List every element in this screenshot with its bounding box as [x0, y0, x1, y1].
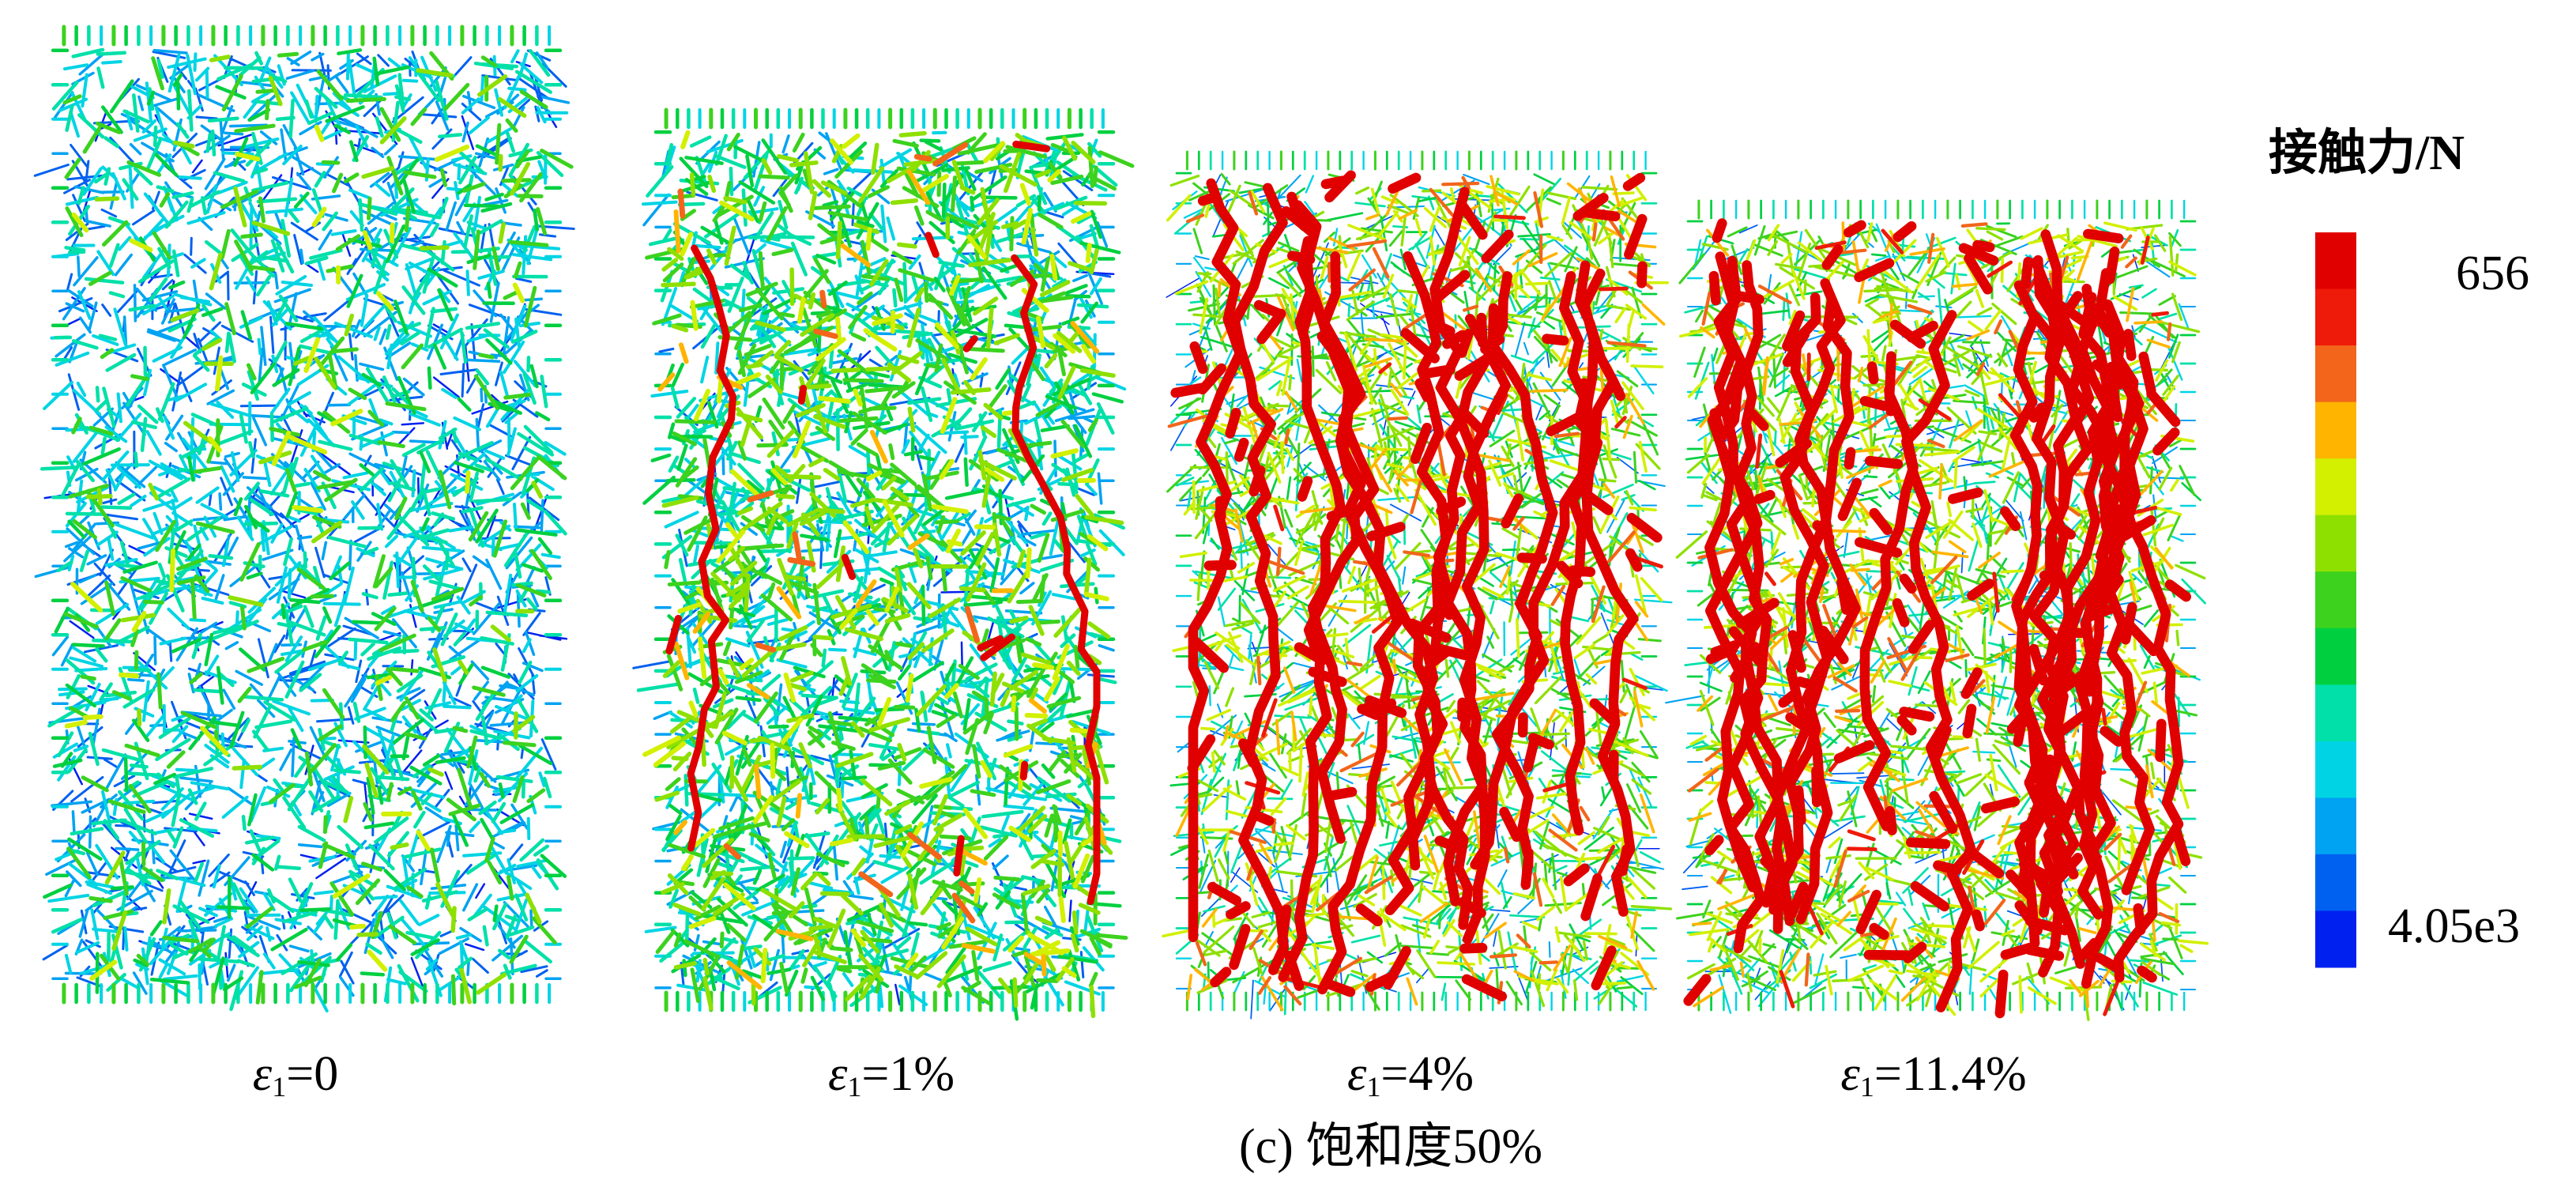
force-chains [642, 107, 1124, 1021]
label-part: 1 [847, 1071, 861, 1103]
force-chains [85, 55, 544, 1005]
force-chains [642, 130, 1109, 984]
colorbar-segment [2315, 797, 2356, 855]
force-chains [665, 141, 1101, 906]
colorbar [2315, 232, 2356, 968]
colorbar-segment [2315, 458, 2356, 516]
panel-label: ε1=1% [828, 1047, 955, 1103]
force-network [1162, 150, 1673, 1020]
colorbar-title: 接触力/N [2269, 126, 2465, 180]
force-chains [677, 141, 980, 924]
panel-label: ε1=4% [1347, 1047, 1474, 1103]
colorbar-segment [2315, 684, 2356, 742]
force-network [33, 25, 575, 1012]
label-part: =0 [286, 1047, 338, 1101]
label-part: =1% [861, 1047, 955, 1101]
force-chains [62, 25, 574, 1006]
force-chains [1683, 218, 2191, 1019]
networks [33, 25, 2209, 1021]
label-part: ε [1840, 1047, 1860, 1101]
colorbar-segment [2315, 854, 2356, 911]
panel-label: ε1=11.4% [1840, 1047, 2026, 1103]
colorbar-segment [2315, 401, 2356, 459]
colorbar-min: 4.05e3 [2388, 899, 2520, 953]
panel-labels: ε1=0 ε1=1% ε1=4% ε1=11.4% [253, 1047, 2027, 1103]
force-chains [1170, 170, 1663, 1001]
force-network [1665, 199, 2209, 1021]
colorbar-segment [2315, 910, 2356, 968]
label-part: ε [253, 1047, 273, 1101]
colorbar-segment [2315, 345, 2356, 403]
colorbar-segment [2315, 628, 2356, 685]
colorbar-segment [2315, 288, 2356, 346]
label-part: 1 [1860, 1071, 1874, 1103]
label-part: =11.4% [1874, 1047, 2027, 1101]
colorbar-segment [2315, 741, 2356, 798]
colorbar-segment [2315, 571, 2356, 629]
colorbar-segment [2315, 515, 2356, 572]
label-part: =4% [1380, 1047, 1474, 1101]
force-chains [64, 124, 525, 981]
label-part: 1 [1366, 1071, 1380, 1103]
colorbar-segment [2315, 232, 2356, 290]
label-part: 1 [272, 1071, 286, 1103]
caption: (c) 饱和度50% [1239, 1120, 1542, 1174]
panel-label: ε1=0 [253, 1047, 338, 1103]
force-network [632, 107, 1135, 1021]
force-chains [1726, 228, 2169, 1016]
label-part: ε [828, 1047, 848, 1101]
label-part: ε [1347, 1047, 1367, 1101]
colorbar-max: 656 [2456, 247, 2529, 300]
